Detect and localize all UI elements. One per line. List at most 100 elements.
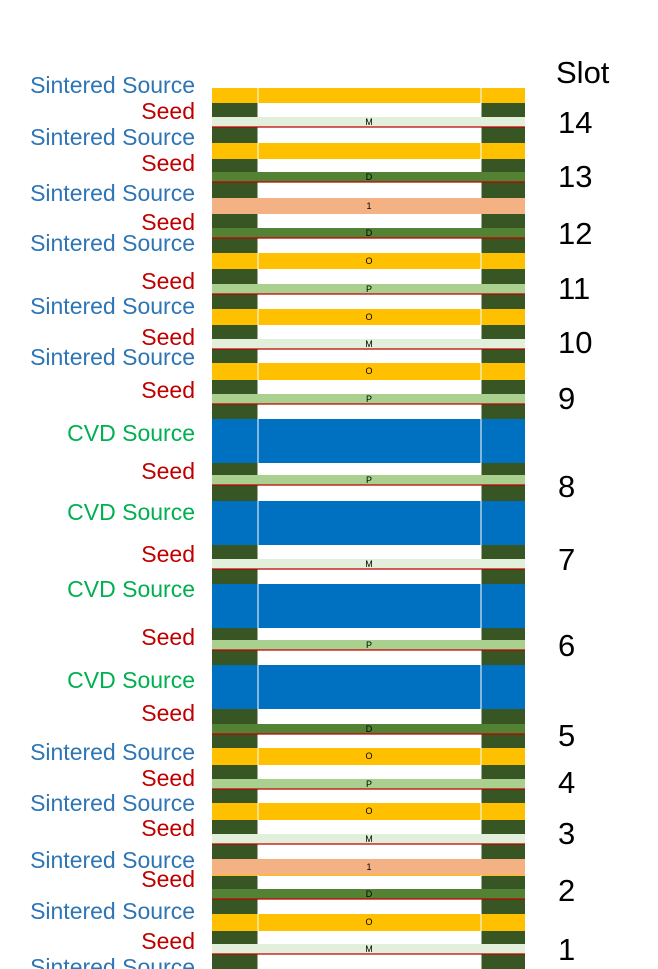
slot-number: 9	[558, 381, 575, 416]
sintered-source-label: Sintered Source	[30, 847, 195, 873]
cvd-source-label: CVD Source	[67, 576, 195, 602]
slot-header: Slot	[556, 55, 610, 90]
layer-code: O	[365, 806, 372, 816]
slot-number: 3	[558, 816, 575, 851]
layer-band	[212, 284, 525, 294]
sintered-source-block	[212, 253, 525, 269]
seed-label: Seed	[141, 928, 195, 954]
layer-sintered: O	[365, 917, 372, 927]
layer-D: D	[212, 228, 525, 239]
layer-code: O	[365, 312, 372, 322]
cvd-source-block	[212, 584, 525, 628]
sintered-source-label: Sintered Source	[30, 230, 195, 256]
layer-sintered: O	[365, 366, 372, 376]
sintered-source-label: Sintered Source	[30, 180, 195, 206]
slot-number: 11	[558, 271, 590, 306]
layer-P: P	[212, 640, 525, 651]
seed-label: Seed	[141, 815, 195, 841]
layer-band	[212, 339, 525, 349]
cvd-source-block	[212, 665, 525, 709]
sintered-source-label: Sintered Source	[30, 790, 195, 816]
sintered-source-label: Sintered Source	[30, 739, 195, 765]
slot-number: 4	[558, 765, 575, 800]
layer-band	[212, 640, 525, 650]
layer-code: M	[365, 117, 373, 127]
layer-code: P	[366, 394, 372, 404]
sintered-source-block	[212, 309, 525, 325]
layer-band	[212, 228, 525, 238]
layer-code: P	[366, 640, 372, 650]
layer-P: P	[212, 284, 525, 295]
layer-sintered: O	[365, 806, 372, 816]
layer-M: M	[212, 559, 525, 570]
seed-label: Seed	[141, 866, 195, 892]
seed-label: Seed	[141, 377, 195, 403]
layer-band	[212, 198, 525, 214]
layer-band	[212, 475, 525, 485]
layer-D: D	[212, 172, 525, 183]
layer-code: O	[365, 917, 372, 927]
layer-M: M	[212, 117, 525, 128]
cvd-source-label: CVD Source	[67, 667, 195, 693]
slot-number: 14	[558, 105, 592, 140]
slot-number: 8	[558, 469, 575, 504]
layer-band	[212, 859, 525, 875]
slot-number: 6	[558, 628, 575, 663]
layer-D: D	[212, 889, 525, 900]
layer-code: D	[366, 228, 373, 238]
seed-label: Seed	[141, 624, 195, 650]
layer-band	[212, 117, 525, 127]
slot-number: 12	[558, 216, 592, 251]
slot-number: 5	[558, 718, 575, 753]
seed-label: Seed	[141, 765, 195, 791]
layer-code: O	[365, 256, 372, 266]
layer-band	[212, 889, 525, 899]
layer-code: D	[366, 724, 373, 734]
cvd-source-label: CVD Source	[67, 499, 195, 525]
layer-sintered: O	[365, 312, 372, 322]
slot-number: 1	[558, 932, 575, 967]
seed-label: Seed	[141, 209, 195, 235]
sintered-source-block	[212, 803, 525, 820]
stack-layers: M D 1 D O P O M O P P M P D O P O M 1 D O M	[212, 117, 525, 955]
seed-label: Seed	[141, 541, 195, 567]
layer-M: M	[212, 944, 525, 955]
layer-sintered: O	[365, 256, 372, 266]
layer-P: P	[212, 394, 525, 405]
layer-code: O	[365, 366, 372, 376]
layer-1: 1	[212, 198, 525, 214]
layer-code: M	[365, 339, 373, 349]
seed-label: Seed	[141, 700, 195, 726]
layer-code: P	[366, 284, 372, 294]
layer-M: M	[212, 339, 525, 350]
layer-D: D	[212, 724, 525, 735]
sintered-source-label: Sintered Source	[30, 124, 195, 150]
sintered-source-block	[212, 363, 525, 380]
sintered-source-block	[212, 88, 525, 103]
slot-number: 7	[558, 542, 575, 577]
cvd-source-block	[212, 501, 525, 545]
seed-label: Seed	[141, 324, 195, 350]
layer-code: P	[366, 475, 372, 485]
sintered-source-label: Sintered Source	[30, 72, 195, 98]
layer-sintered: O	[365, 751, 372, 761]
layer-band	[212, 172, 525, 182]
seed-label: Seed	[141, 98, 195, 124]
layer-code: D	[366, 889, 373, 899]
layer-band	[212, 394, 525, 404]
seed-label: Seed	[141, 458, 195, 484]
layer-band	[212, 779, 525, 789]
sintered-source-block	[212, 914, 525, 931]
layer-band	[212, 559, 525, 569]
sintered-source-label: Sintered Source	[30, 344, 195, 370]
sintered-source-label: Sintered Source	[30, 293, 195, 319]
cvd-source-label: CVD Source	[67, 420, 195, 446]
slot-numbers: Slot 14 13 12 11 10 9 8 7 6 5 4 3 2 1	[556, 55, 610, 967]
sintered-source-block	[212, 748, 525, 765]
layer-code: D	[366, 172, 373, 182]
sintered-source-label: Sintered Source	[30, 954, 195, 969]
seed-label: Seed	[141, 150, 195, 176]
layer-band	[212, 834, 525, 844]
